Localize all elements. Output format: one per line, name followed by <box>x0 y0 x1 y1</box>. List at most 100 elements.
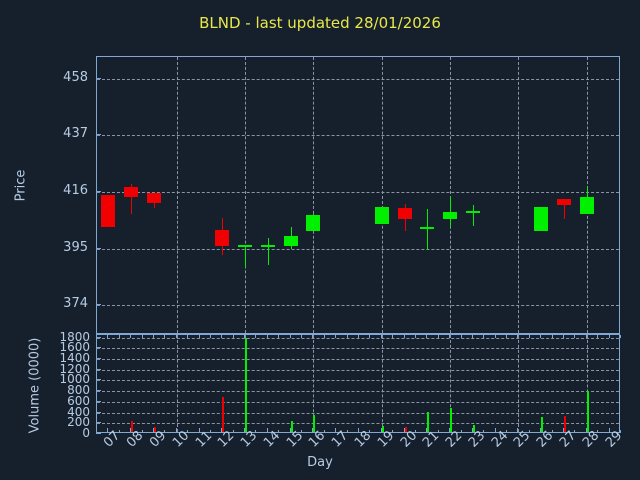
day-minor-tickmark <box>597 430 598 433</box>
day-tickmark <box>130 428 131 433</box>
volume-tick-label: 1800 <box>59 329 90 344</box>
volume-top-tickmark <box>312 335 313 338</box>
day-tickmark <box>586 428 587 433</box>
volume-top-minor-tickmark <box>461 335 462 338</box>
volume-top-minor-tickmark <box>438 335 439 338</box>
volume-top-tickmark <box>267 335 268 338</box>
volume-top-tickmark <box>426 335 427 338</box>
candle-body <box>443 212 457 219</box>
day-minor-tickmark <box>506 430 507 433</box>
day-tickmark <box>221 428 222 433</box>
volume-bar <box>473 424 475 432</box>
day-tickmark <box>199 428 200 433</box>
day-minor-tickmark <box>278 430 279 433</box>
volume-tickmark <box>96 411 101 413</box>
price-gridline-v <box>381 57 383 333</box>
price-gridline-h <box>97 248 619 250</box>
volume-top-tickmark <box>358 335 359 338</box>
volume-top-minor-tickmark <box>301 335 302 338</box>
volume-top-tickmark <box>563 335 564 338</box>
volume-bar <box>564 415 566 432</box>
volume-top-tickmark <box>540 335 541 338</box>
price-gridline-h <box>97 305 619 307</box>
volume-bar <box>131 421 133 432</box>
volume-tick-label: 1000 <box>59 372 90 387</box>
volume-top-tickmark <box>130 335 131 338</box>
day-tickmark <box>244 428 245 433</box>
chart-title: BLND - last updated 28/01/2026 <box>199 14 441 32</box>
price-tickmark <box>96 77 101 79</box>
candle-wick <box>450 196 451 228</box>
volume-top-tickmark <box>107 335 108 338</box>
price-tick-label: 416 <box>63 182 88 198</box>
day-minor-tickmark <box>461 430 462 433</box>
day-tickmark <box>517 428 518 433</box>
volume-tickmark <box>96 379 101 381</box>
volume-tick-label: 1200 <box>59 361 90 376</box>
candle-body <box>375 206 389 225</box>
day-minor-tickmark <box>438 430 439 433</box>
day-tickmark <box>404 428 405 433</box>
price-gridline-h <box>97 135 619 137</box>
price-axis-title: Price <box>13 169 29 202</box>
volume-gridline-v <box>313 335 315 432</box>
volume-gridline-v <box>518 335 520 432</box>
volume-top-minor-tickmark <box>324 335 325 338</box>
day-tickmark <box>267 428 268 433</box>
day-minor-tickmark <box>529 430 530 433</box>
price-plot-area <box>96 56 620 334</box>
day-minor-tickmark <box>574 430 575 433</box>
day-tickmark <box>335 428 336 433</box>
volume-top-tickmark <box>221 335 222 338</box>
volume-top-minor-tickmark <box>506 335 507 338</box>
price-tickmark <box>96 190 101 192</box>
day-tickmark <box>312 428 313 433</box>
volume-top-minor-tickmark <box>164 335 165 338</box>
volume-bar <box>382 425 384 432</box>
day-tickmark <box>472 428 473 433</box>
day-minor-tickmark <box>324 430 325 433</box>
day-minor-tickmark <box>347 430 348 433</box>
volume-top-tickmark <box>199 335 200 338</box>
candle-body <box>306 214 320 232</box>
day-minor-tickmark <box>483 430 484 433</box>
volume-top-minor-tickmark <box>483 335 484 338</box>
price-tick-label: 395 <box>63 239 88 255</box>
volume-top-minor-tickmark <box>255 335 256 338</box>
volume-top-minor-tickmark <box>142 335 143 338</box>
volume-tickmark <box>96 347 101 349</box>
volume-gridline-h <box>97 337 619 339</box>
candle-body <box>124 186 138 198</box>
volume-top-tickmark <box>244 335 245 338</box>
candle-wick <box>427 209 428 250</box>
volume-tick-label: 600 <box>67 393 90 408</box>
volume-tickmark <box>96 358 101 360</box>
volume-top-minor-tickmark <box>552 335 553 338</box>
candle-body <box>261 244 275 247</box>
volume-top-tickmark <box>449 335 450 338</box>
price-gridline-v <box>450 57 452 333</box>
volume-gridline-v <box>176 335 178 432</box>
volume-bar <box>587 391 589 432</box>
candle-body <box>534 206 548 232</box>
day-minor-tickmark <box>119 430 120 433</box>
candle-wick <box>473 205 474 226</box>
volume-tick-label: 800 <box>67 383 90 398</box>
volume-gridline-h <box>97 412 619 414</box>
volume-top-minor-tickmark <box>187 335 188 338</box>
price-tickmark <box>96 304 101 306</box>
candle-body <box>557 198 571 206</box>
volume-bar <box>405 427 407 432</box>
price-tickmark <box>96 134 101 136</box>
volume-bar <box>291 420 293 432</box>
volume-gridline-v <box>450 335 452 432</box>
volume-bar <box>154 427 156 432</box>
volume-tickmark <box>96 433 101 434</box>
day-tickmark <box>290 428 291 433</box>
volume-top-minor-tickmark <box>392 335 393 338</box>
volume-bar <box>541 416 543 432</box>
volume-tick-label: 1600 <box>59 340 90 355</box>
day-minor-tickmark <box>164 430 165 433</box>
price-tick-label: 437 <box>63 126 88 142</box>
